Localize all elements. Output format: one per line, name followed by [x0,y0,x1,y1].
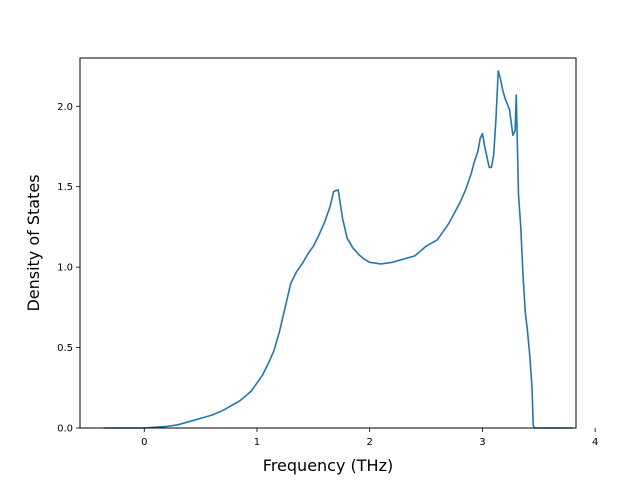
x-tick-label: 3 [479,437,485,448]
x-tick-label: 0 [141,437,147,448]
y-tick-label: 1.5 [57,182,73,193]
dos-series-line [103,70,573,429]
x-tick-label: 4 [592,437,598,448]
y-axis-ticks: 0.0 0.5 1.0 1.5 2.0 [57,102,80,435]
x-axis-ticks: 0 1 2 3 4 [141,428,598,448]
x-tick-label: 2 [367,437,373,448]
plot-content [103,70,573,429]
y-tick-label: 0.0 [57,424,73,435]
axes-frame [79,57,577,429]
y-tick-label: 0.5 [57,343,73,354]
x-tick-label: 1 [254,437,260,448]
x-axis-label: Frequency (THz) [263,456,393,475]
y-tick-label: 2.0 [57,102,73,113]
y-axis-label: Density of States [24,174,43,311]
y-tick-label: 1.0 [57,263,73,274]
